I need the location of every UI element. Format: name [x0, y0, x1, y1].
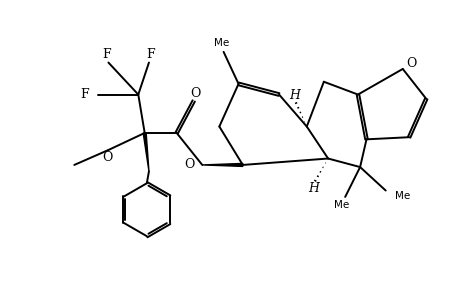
- Text: O: O: [184, 158, 194, 171]
- Polygon shape: [143, 133, 149, 171]
- Text: H: H: [289, 89, 300, 102]
- Text: Me: Me: [213, 38, 229, 47]
- Text: O: O: [405, 57, 415, 70]
- Text: F: F: [80, 88, 89, 101]
- Text: F: F: [146, 47, 155, 61]
- Text: O: O: [102, 151, 112, 164]
- Polygon shape: [202, 164, 242, 166]
- Text: Me: Me: [333, 200, 349, 211]
- Text: O: O: [190, 87, 201, 100]
- Text: H: H: [308, 182, 319, 195]
- Text: F: F: [102, 47, 110, 61]
- Text: Me: Me: [394, 190, 409, 201]
